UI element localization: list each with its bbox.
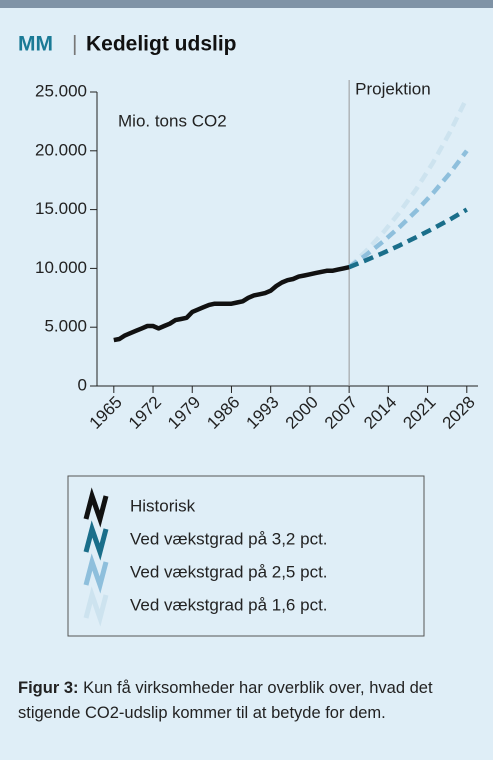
chart-title: Kedeligt udslip	[86, 33, 237, 56]
y-tick-label: 15.000	[35, 199, 87, 218]
x-tick-label: 1993	[243, 393, 283, 433]
projection-label: Projektion	[355, 79, 431, 98]
x-tick-label: 1972	[125, 393, 165, 433]
series-line	[113, 264, 350, 343]
title-separator: |	[72, 33, 77, 56]
legend-label: Ved vækstgrad på 3,2 pct.	[130, 529, 328, 548]
y-tick-label: 25.000	[35, 81, 87, 100]
y-tick-label: 10.000	[35, 258, 87, 277]
caption-text: Kun få virksomheder har overblik over, h…	[18, 679, 433, 722]
legend-label: Historisk	[130, 496, 196, 515]
x-tick-label: 1965	[86, 393, 126, 433]
top-bar	[0, 0, 493, 8]
y-tick-label: 0	[78, 375, 87, 394]
x-tick-label: 2007	[321, 393, 361, 433]
caption: Figur 3: Kun få virksomheder har overbli…	[18, 676, 483, 726]
series-line	[347, 149, 469, 270]
x-tick-label: 1986	[203, 393, 243, 433]
y-tick-label: 5.000	[44, 317, 87, 336]
legend-icon	[83, 586, 109, 627]
legend-icon	[83, 487, 109, 528]
caption-label: Figur 3:	[18, 679, 79, 697]
series-line	[347, 96, 469, 269]
legend-label: Ved vækstgrad på 1,6 pct.	[130, 595, 328, 614]
x-tick-label: 2014	[360, 393, 400, 433]
y-axis-label: Mio. tons CO2	[118, 111, 227, 130]
series-line	[348, 207, 468, 270]
x-tick-label: 2028	[439, 393, 479, 433]
legend-icon	[83, 520, 109, 561]
legend-label: Ved vækstgrad på 2,5 pct.	[130, 562, 328, 581]
x-tick-label: 2000	[282, 393, 322, 433]
y-tick-label: 20.000	[35, 140, 87, 159]
legend-box	[67, 475, 425, 637]
x-tick-label: 2021	[399, 393, 439, 433]
brand: MM	[18, 33, 53, 56]
x-tick-label: 1979	[164, 393, 204, 433]
legend-icon	[83, 553, 109, 594]
